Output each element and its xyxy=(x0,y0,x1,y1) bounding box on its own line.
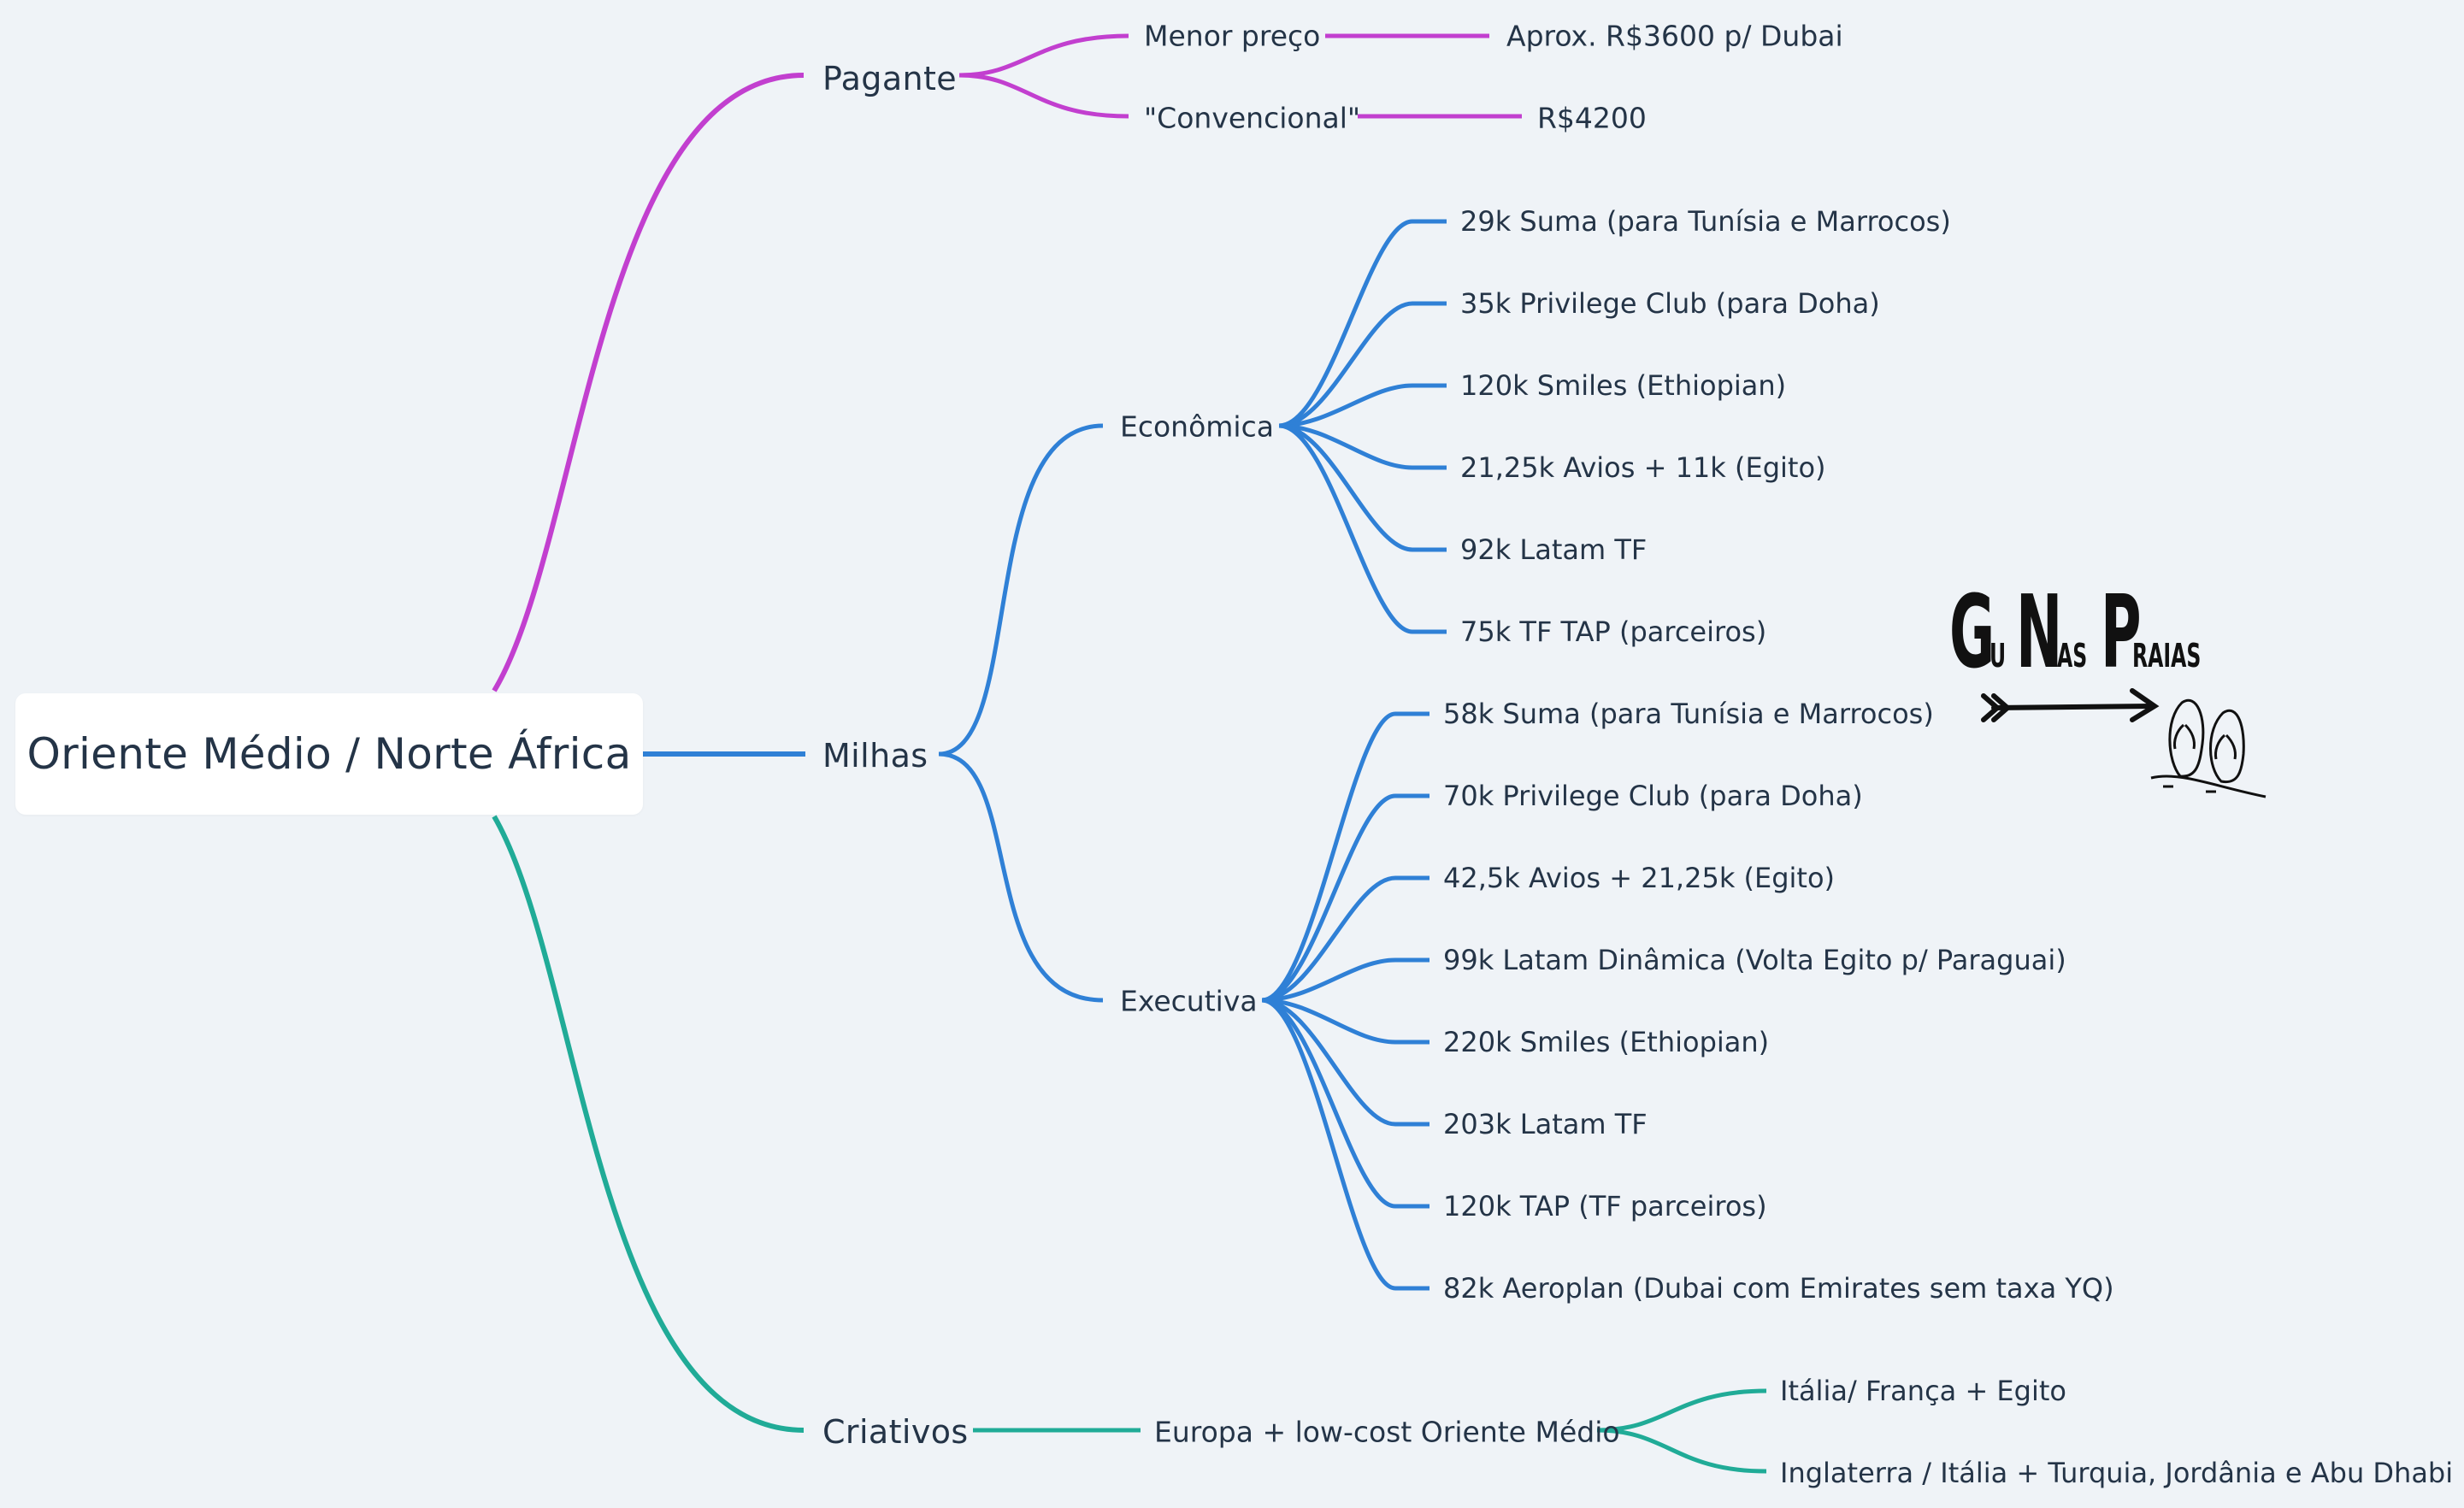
executiva-item[interactable]: 203k Latam TF xyxy=(1443,1108,1648,1140)
link-pagante xyxy=(492,73,805,692)
economica-item[interactable]: 92k Latam TF xyxy=(1460,533,1648,566)
executiva-item[interactable]: 99k Latam Dinâmica (Volta Egito p/ Parag… xyxy=(1443,944,2066,976)
branch-criativos[interactable]: Criativos xyxy=(822,1413,969,1451)
link-criativos xyxy=(492,815,805,1433)
arrow-icon xyxy=(1981,688,2160,722)
pagante-value-menor-preco[interactable]: Aprox. R$3600 p/ Dubai xyxy=(1506,19,1843,53)
milhas-executiva[interactable]: Executiva xyxy=(1120,984,1258,1018)
logo-wordmark: GUNAS PRAIAS xyxy=(1949,573,2202,691)
link-leaf xyxy=(1261,875,1429,1003)
link-leaf xyxy=(1278,423,1447,634)
link-leaf xyxy=(1278,301,1447,428)
link-leaf xyxy=(1278,423,1447,470)
executiva-item[interactable]: 42,5k Avios + 21,25k (Egito) xyxy=(1443,862,1836,894)
economica-item[interactable]: 35k Privilege Club (para Doha) xyxy=(1460,287,1880,320)
executiva-item[interactable]: 58k Suma (para Tunísia e Marrocos) xyxy=(1443,698,1934,730)
criativos-item[interactable]: Itália/ França + Egito xyxy=(1780,1375,2066,1407)
pagante-item-convencional[interactable]: "Convencional" xyxy=(1144,101,1361,135)
executiva-item[interactable]: 120k TAP (TF parceiros) xyxy=(1443,1190,1767,1222)
economica-item[interactable]: 21,25k Avios + 11k (Egito) xyxy=(1460,451,1826,484)
link-leaf xyxy=(1261,711,1429,1003)
economica-item[interactable]: 29k Suma (para Tunísia e Marrocos) xyxy=(1460,205,1951,238)
link-economica xyxy=(938,423,1104,757)
economica-item[interactable]: 120k Smiles (Ethiopian) xyxy=(1460,369,1787,402)
milhas-economica[interactable]: Econômica xyxy=(1120,409,1274,444)
link-leaf xyxy=(1278,219,1447,428)
link-convencional xyxy=(958,73,1129,119)
link-inglaterra xyxy=(1596,1428,1767,1474)
link-executiva xyxy=(938,751,1104,1003)
link-leaf xyxy=(1261,998,1429,1127)
root-label: Oriente Médio / Norte África xyxy=(27,729,632,779)
link-leaf xyxy=(1261,793,1429,1003)
executiva-item[interactable]: 82k Aeroplan (Dubai com Emirates sem tax… xyxy=(1443,1272,2114,1305)
branch-milhas[interactable]: Milhas xyxy=(822,737,928,775)
link-leaf xyxy=(1261,998,1429,1291)
criativos-mid[interactable]: Europa + low-cost Oriente Médio xyxy=(1154,1415,1620,1449)
root-node[interactable]: Oriente Médio / Norte África xyxy=(15,693,643,815)
executiva-item[interactable]: 220k Smiles (Ethiopian) xyxy=(1443,1026,1770,1058)
flip-flops-icon xyxy=(1981,688,2267,798)
link-italia xyxy=(1596,1388,1767,1433)
link-leaf xyxy=(1261,998,1429,1209)
pagante-value-convencional[interactable]: R$4200 xyxy=(1537,101,1647,135)
sandal-icon xyxy=(2150,699,2267,798)
link-leaf xyxy=(1278,423,1447,552)
link-leaf xyxy=(1261,957,1429,1003)
criativos-item[interactable]: Inglaterra / Itália + Turquia, Jordânia … xyxy=(1780,1457,2454,1489)
link-menor-preco xyxy=(958,33,1129,78)
economica-item[interactable]: 75k TF TAP (parceiros) xyxy=(1460,616,1767,648)
pagante-item-menor-preco[interactable]: Menor preço xyxy=(1144,19,1321,53)
logo: GUNAS PRAIAS xyxy=(1949,573,2274,812)
executiva-item[interactable]: 70k Privilege Club (para Doha) xyxy=(1443,780,1863,812)
branch-pagante[interactable]: Pagante xyxy=(822,60,958,97)
link-leaf xyxy=(1278,383,1447,428)
link-leaf xyxy=(1261,998,1429,1045)
